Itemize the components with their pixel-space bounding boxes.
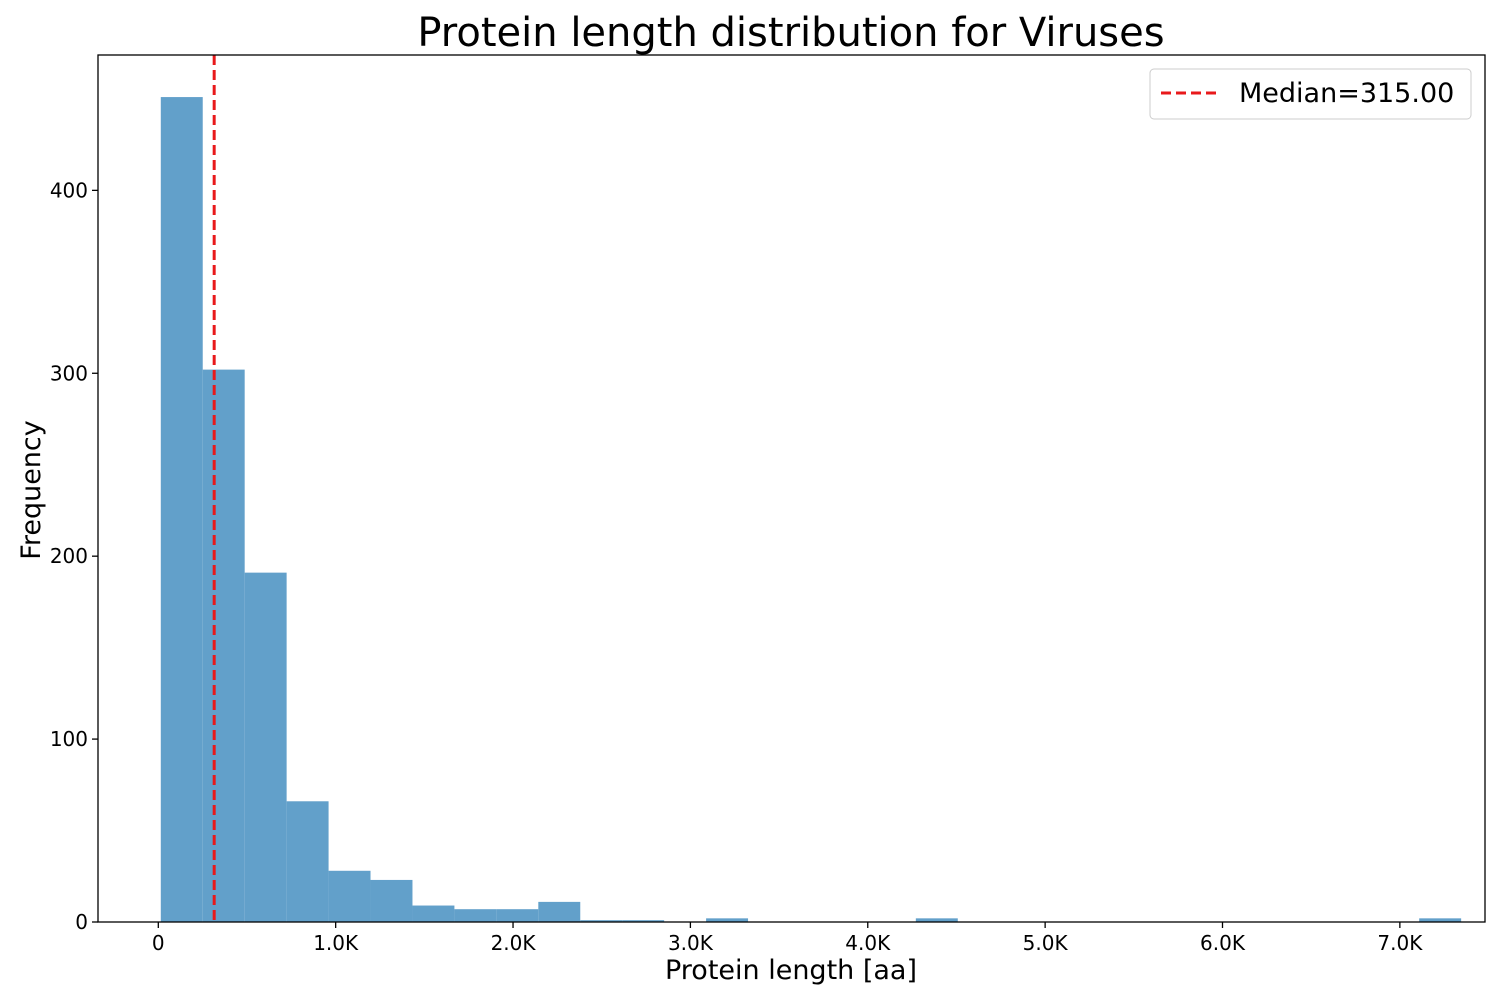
x-axis-ticks: 0 1.0K 2.0K 3.0K 4.0K 5.0K 6.0K 7.0K [152,922,1423,955]
histogram-bar [1419,918,1462,922]
x-tick-label: 7.0K [1377,931,1423,955]
histogram-bar [622,920,665,922]
histogram-bar [580,920,623,922]
y-tick-label: 400 [50,178,88,202]
y-tick-label: 300 [50,361,88,385]
x-tick-label: 1.0K [313,931,359,955]
histogram-bar [202,369,245,922]
histogram-bar [412,905,455,922]
x-tick-label: 3.0K [668,931,714,955]
histogram-bars [160,97,1462,922]
x-tick-label: 2.0K [491,931,537,955]
plot-frame [97,54,1486,923]
x-tick-label: 5.0K [1023,931,1069,955]
histogram-bar [244,572,287,922]
legend: Median=315.00 [1149,68,1472,120]
histogram-bar [706,918,749,922]
histogram-bar [496,909,539,922]
x-tick-label: 4.0K [845,931,891,955]
x-tick-label: 6.0K [1200,931,1246,955]
histogram-bar [915,918,958,922]
legend-box [1149,68,1472,120]
legend-median-label: Median=315.00 [1239,78,1454,109]
y-tick-label: 0 [75,910,88,934]
histogram-bar [286,801,329,922]
y-axis-ticks: 0 100 200 300 400 [50,178,98,934]
histogram-bar [538,901,581,922]
histogram-bar [160,97,203,922]
x-axis-label: Protein length [aa] [665,955,917,986]
histogram-bar [370,879,413,922]
chart-title: Protein length distribution for Viruses [417,10,1164,56]
histogram-bar [454,909,497,922]
y-axis-label: Frequency [16,420,47,560]
y-tick-label: 100 [50,727,88,751]
x-tick-label: 0 [152,931,165,955]
histogram-bar [328,870,371,922]
y-tick-label: 200 [50,544,88,568]
